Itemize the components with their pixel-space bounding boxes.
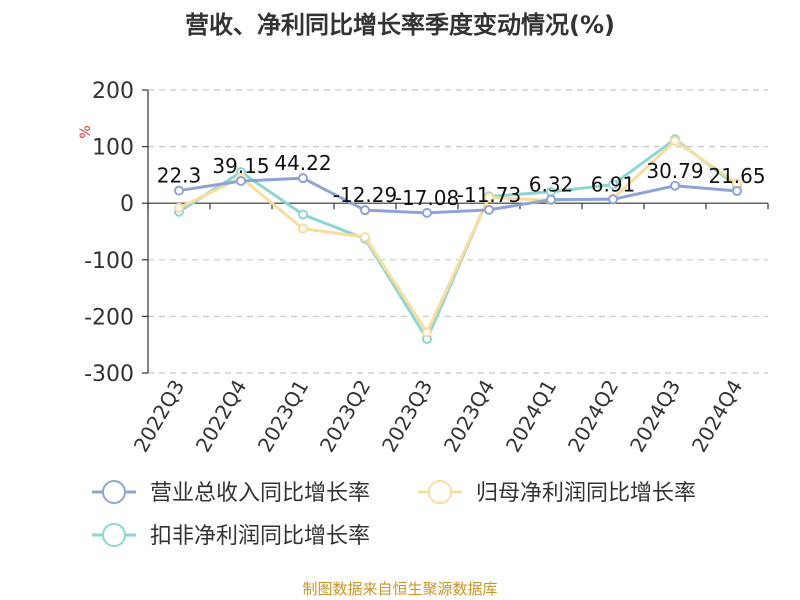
data-point	[670, 180, 680, 191]
x-tick-label: 2023Q1	[253, 376, 313, 457]
data-label: 6.32	[529, 173, 574, 197]
legend-marker	[102, 523, 126, 547]
data-label: 30.79	[646, 159, 703, 183]
y-tick-label: 0	[120, 192, 134, 217]
data-point	[236, 176, 246, 187]
legend-label: 扣非净利润同比增长率	[150, 524, 370, 549]
data-label: 39.15	[212, 154, 269, 178]
x-axis: 2022Q3 2022Q4 2023Q1 2023Q2 2023Q3 2023Q4 2024…	[129, 202, 769, 457]
data-point	[298, 209, 308, 220]
data-label: -11.73	[457, 183, 521, 207]
x-tick-label: 2023Q3	[377, 376, 437, 457]
grid-lines	[148, 89, 768, 374]
x-tick-label: 2022Q3	[129, 376, 189, 457]
x-tick-label: 2023Q4	[439, 376, 499, 457]
legend-label: 归母净利润同比增长率	[476, 481, 696, 506]
data-label: 21.65	[708, 164, 765, 188]
data-point	[298, 173, 308, 184]
y-tick-label: -100	[84, 249, 134, 274]
y-tick-label: -300	[84, 362, 134, 387]
y-tick-label: -200	[84, 305, 134, 330]
data-point	[484, 192, 494, 203]
legend-item-3: 扣非净利润同比增长率	[92, 523, 370, 549]
data-point	[174, 185, 184, 196]
x-tick-label: 2023Q2	[315, 376, 375, 457]
data-point	[608, 179, 618, 190]
x-tick-label: 2024Q2	[563, 376, 623, 457]
legend-label: 营业总收入同比增长率	[150, 481, 370, 506]
y-tick-label: 200	[92, 79, 134, 104]
data-point	[174, 202, 184, 213]
legend-marker	[102, 480, 126, 504]
data-label: -17.08	[395, 186, 459, 210]
data-point	[298, 223, 308, 234]
source-note: 制图数据来自恒生聚源数据库	[302, 580, 497, 598]
data-point	[546, 194, 556, 205]
legend-item-1: 营业总收入同比增长率	[92, 480, 370, 506]
data-point	[360, 232, 370, 243]
data-point	[732, 185, 742, 196]
y-tick-label: 100	[92, 136, 134, 161]
series-1	[174, 173, 742, 218]
data-label: 6.91	[591, 172, 636, 196]
x-tick-label: 2022Q4	[191, 376, 251, 457]
y-axis-label: %	[78, 125, 94, 138]
data-labels: 22.3 39.15 44.22-12.29-17.08-11.73 6.32 6.91…	[157, 151, 766, 210]
x-tick-label: 2024Q4	[687, 376, 747, 457]
legend-item-2: 归母净利润同比增长率	[418, 480, 696, 506]
data-point	[422, 327, 432, 338]
series-line	[178, 139, 738, 336]
data-point	[670, 135, 680, 146]
x-tick-label: 2024Q3	[625, 376, 685, 457]
chart-title: 营收、净利同比增长率季度变动情况(%)	[185, 11, 615, 39]
legend-marker	[428, 480, 452, 504]
y-axis: 200 100 0 -100 -200 -300	[84, 79, 149, 387]
series-line	[178, 176, 738, 215]
data-label: -12.29	[333, 183, 397, 207]
data-label: 44.22	[274, 151, 331, 175]
data-point	[608, 194, 618, 205]
data-point	[422, 207, 432, 218]
x-tick-label: 2024Q1	[501, 376, 561, 457]
data-point	[360, 205, 370, 216]
series-group	[174, 134, 742, 345]
data-label: 22.3	[157, 164, 202, 188]
data-point	[484, 204, 494, 215]
